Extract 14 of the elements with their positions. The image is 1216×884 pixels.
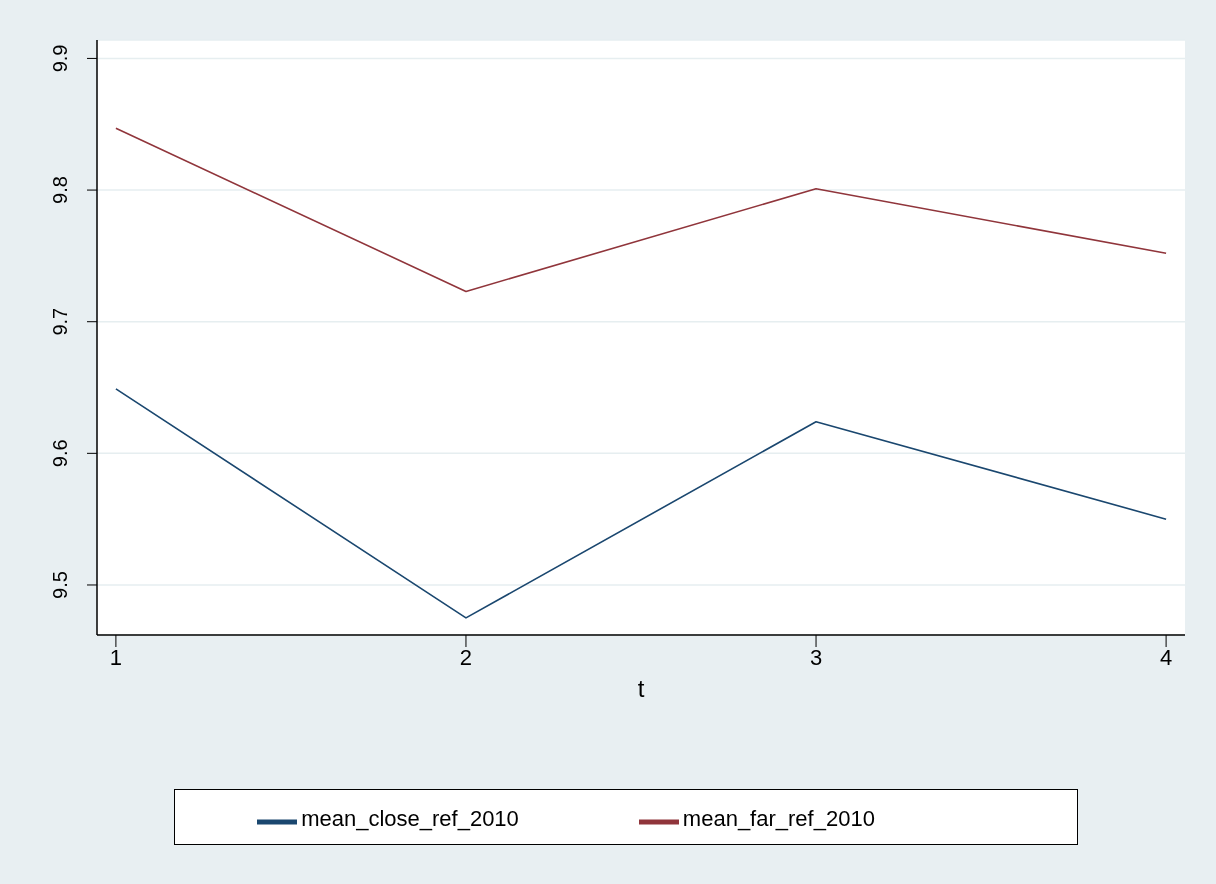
x-tick-label: 3 [809, 644, 823, 670]
y-tick-label: 9.7 [49, 307, 71, 336]
legend-label: mean_close_ref_2010 [301, 806, 519, 832]
legend-label: mean_far_ref_2010 [682, 806, 875, 832]
x-tick-label: 1 [109, 644, 123, 670]
line-series [115, 388, 1167, 619]
y-tick-label: 9.5 [49, 571, 71, 599]
x-tick-label: 4 [1159, 644, 1173, 670]
y-tick-label: 9.6 [49, 439, 71, 468]
y-tick-label: 9.8 [49, 176, 71, 204]
x-tick-label: 2 [459, 644, 473, 670]
line-series [115, 127, 1167, 293]
y-tick-label: 9.9 [49, 44, 71, 73]
x-axis-title: t [637, 675, 645, 702]
